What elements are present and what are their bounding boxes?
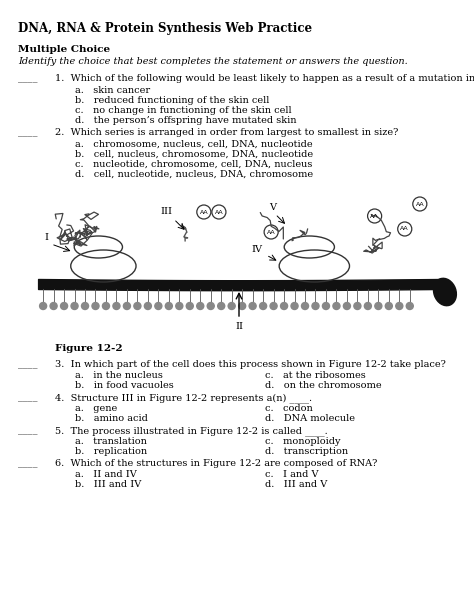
Circle shape <box>113 302 120 310</box>
Text: b.   reduced functioning of the skin cell: b. reduced functioning of the skin cell <box>75 96 269 105</box>
Circle shape <box>145 302 151 310</box>
Text: c.   at the ribosomes: c. at the ribosomes <box>265 371 366 380</box>
Circle shape <box>406 302 413 310</box>
Circle shape <box>291 302 298 310</box>
Text: a.   skin cancer: a. skin cancer <box>75 86 150 95</box>
Text: 5.  The process illustrated in Figure 12-2 is called ____.: 5. The process illustrated in Figure 12-… <box>55 426 328 436</box>
Text: a.   in the nucleus: a. in the nucleus <box>75 371 163 380</box>
Text: AA: AA <box>416 202 424 207</box>
Circle shape <box>354 302 361 310</box>
Circle shape <box>82 302 89 310</box>
Text: ____: ____ <box>18 426 37 435</box>
Text: d.   III and V: d. III and V <box>265 480 327 489</box>
Text: b.   amino acid: b. amino acid <box>75 414 148 423</box>
Text: 6.  Which of the structures in Figure 12-2 are composed of RNA?: 6. Which of the structures in Figure 12-… <box>55 459 377 468</box>
Text: AA: AA <box>370 213 379 218</box>
Circle shape <box>134 302 141 310</box>
Text: 2.  Which series is arranged in order from largest to smallest in size?: 2. Which series is arranged in order fro… <box>55 128 398 137</box>
Text: c.   no change in functioning of the skin cell: c. no change in functioning of the skin … <box>75 106 292 115</box>
Circle shape <box>281 302 288 310</box>
Text: c.   monoploidy: c. monoploidy <box>265 437 340 446</box>
Circle shape <box>365 302 372 310</box>
Text: Multiple Choice: Multiple Choice <box>18 45 110 54</box>
Circle shape <box>123 302 130 310</box>
Circle shape <box>396 302 403 310</box>
Circle shape <box>385 302 392 310</box>
Text: AA: AA <box>200 210 208 215</box>
Circle shape <box>71 302 78 310</box>
Text: IV: IV <box>252 245 263 254</box>
Circle shape <box>249 302 256 310</box>
Text: AA: AA <box>215 210 223 215</box>
Text: AA: AA <box>401 226 409 232</box>
Circle shape <box>176 302 183 310</box>
Circle shape <box>165 302 173 310</box>
Text: Identify the choice that best completes the statement or answers the question.: Identify the choice that best completes … <box>18 57 408 66</box>
Text: c.   I and V: c. I and V <box>265 470 319 479</box>
Text: a.   gene: a. gene <box>75 404 117 413</box>
Circle shape <box>375 302 382 310</box>
Text: ____: ____ <box>18 128 37 137</box>
Text: ____: ____ <box>18 360 37 369</box>
Circle shape <box>197 302 204 310</box>
Circle shape <box>102 302 109 310</box>
Circle shape <box>155 302 162 310</box>
Circle shape <box>312 302 319 310</box>
Text: DNA, RNA & Protein Synthesis Web Practice: DNA, RNA & Protein Synthesis Web Practic… <box>18 22 312 35</box>
Text: I: I <box>44 233 48 242</box>
Text: c.   codon: c. codon <box>265 404 313 413</box>
Text: a.   chromosome, nucleus, cell, DNA, nucleotide: a. chromosome, nucleus, cell, DNA, nucle… <box>75 140 313 149</box>
Text: 1.  Which of the following would be least likely to happen as a result of a muta: 1. Which of the following would be least… <box>55 74 474 83</box>
Text: d.   DNA molecule: d. DNA molecule <box>265 414 355 423</box>
Circle shape <box>270 302 277 310</box>
Text: a.   translation: a. translation <box>75 437 147 446</box>
Text: b.   cell, nucleus, chromosome, DNA, nucleotide: b. cell, nucleus, chromosome, DNA, nucle… <box>75 150 313 159</box>
Text: d.   cell, nucleotide, nucleus, DNA, chromosome: d. cell, nucleotide, nucleus, DNA, chrom… <box>75 170 313 179</box>
Text: b.   in food vacuoles: b. in food vacuoles <box>75 381 174 390</box>
Text: b.   III and IV: b. III and IV <box>75 480 141 489</box>
Text: II: II <box>235 322 243 331</box>
Text: 3.  In which part of the cell does this process shown in Figure 12-2 take place?: 3. In which part of the cell does this p… <box>55 360 446 369</box>
Circle shape <box>333 302 340 310</box>
Circle shape <box>322 302 329 310</box>
Text: ____: ____ <box>18 74 37 83</box>
Text: III: III <box>161 207 173 216</box>
Text: 4.  Structure III in Figure 12-2 represents a(n) ____.: 4. Structure III in Figure 12-2 represen… <box>55 393 312 403</box>
Circle shape <box>301 302 309 310</box>
Circle shape <box>186 302 193 310</box>
Ellipse shape <box>434 278 456 306</box>
Circle shape <box>92 302 99 310</box>
Circle shape <box>238 302 246 310</box>
Text: d.   transcription: d. transcription <box>265 447 348 456</box>
Circle shape <box>207 302 214 310</box>
Circle shape <box>50 302 57 310</box>
Text: d.   on the chromosome: d. on the chromosome <box>265 381 382 390</box>
Circle shape <box>260 302 266 310</box>
Text: b.   replication: b. replication <box>75 447 147 456</box>
Circle shape <box>228 302 235 310</box>
Text: V: V <box>269 203 276 212</box>
Circle shape <box>40 302 46 310</box>
Text: ____: ____ <box>18 393 37 402</box>
Text: d.   the person’s offspring have mutated skin: d. the person’s offspring have mutated s… <box>75 116 297 125</box>
Circle shape <box>343 302 350 310</box>
Text: c.   nucleotide, chromosome, cell, DNA, nucleus: c. nucleotide, chromosome, cell, DNA, nu… <box>75 160 312 169</box>
Text: ____: ____ <box>18 459 37 468</box>
Text: AA: AA <box>267 229 275 235</box>
Circle shape <box>61 302 68 310</box>
Text: a.   II and IV: a. II and IV <box>75 470 137 479</box>
Circle shape <box>218 302 225 310</box>
Text: Figure 12-2: Figure 12-2 <box>55 344 123 353</box>
